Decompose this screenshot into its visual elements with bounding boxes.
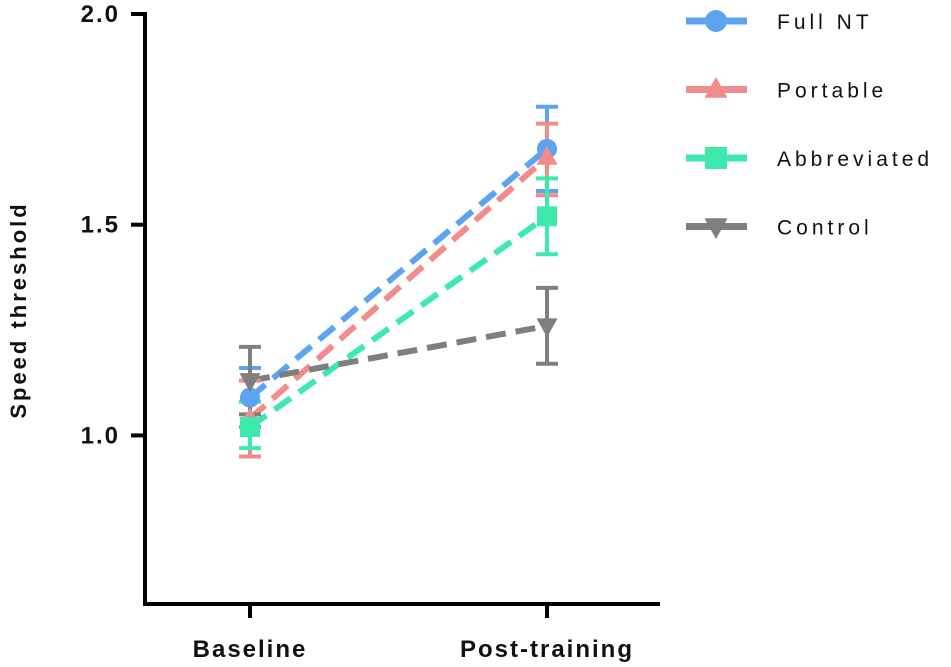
series-markers [239, 138, 558, 437]
legend-marker [705, 10, 727, 32]
legend-item: Full NT [686, 10, 873, 34]
legend-label: Full NT [777, 11, 873, 34]
legend-marker [704, 76, 728, 98]
y-tick-label: 1.0 [81, 422, 120, 449]
data-point [240, 387, 260, 408]
data-point [240, 417, 260, 437]
axes [143, 12, 660, 606]
legend-item: Portable [686, 76, 887, 103]
y-tick-label: 2.0 [81, 1, 120, 28]
y-ticks: 1.0 1.5 2.0 [81, 1, 145, 449]
legend-label: Control [777, 217, 873, 240]
legend-label: Abbreviated [777, 148, 933, 171]
series-line [248, 146, 549, 400]
series-line [248, 213, 549, 430]
legend-label: Portable [777, 80, 887, 103]
legend-item: Control [686, 217, 873, 240]
legend-marker [704, 218, 728, 240]
legend: Full NT Portable Abbreviated Control [686, 10, 933, 240]
data-point [537, 206, 557, 227]
y-tick-label: 1.5 [81, 212, 120, 239]
series-line [249, 322, 548, 384]
series-line [248, 155, 549, 421]
data-point [239, 373, 261, 393]
legend-marker [705, 147, 727, 169]
data-point [536, 318, 558, 338]
x-ticks: Baseline Post-training [193, 604, 634, 663]
x-tick-label: Post-training [460, 636, 634, 663]
y-axis-title: Speed threshold [6, 201, 31, 418]
legend-item: Abbreviated [686, 147, 933, 171]
x-tick-label: Baseline [193, 636, 308, 663]
data-point [536, 145, 558, 165]
series-lines [248, 146, 549, 430]
